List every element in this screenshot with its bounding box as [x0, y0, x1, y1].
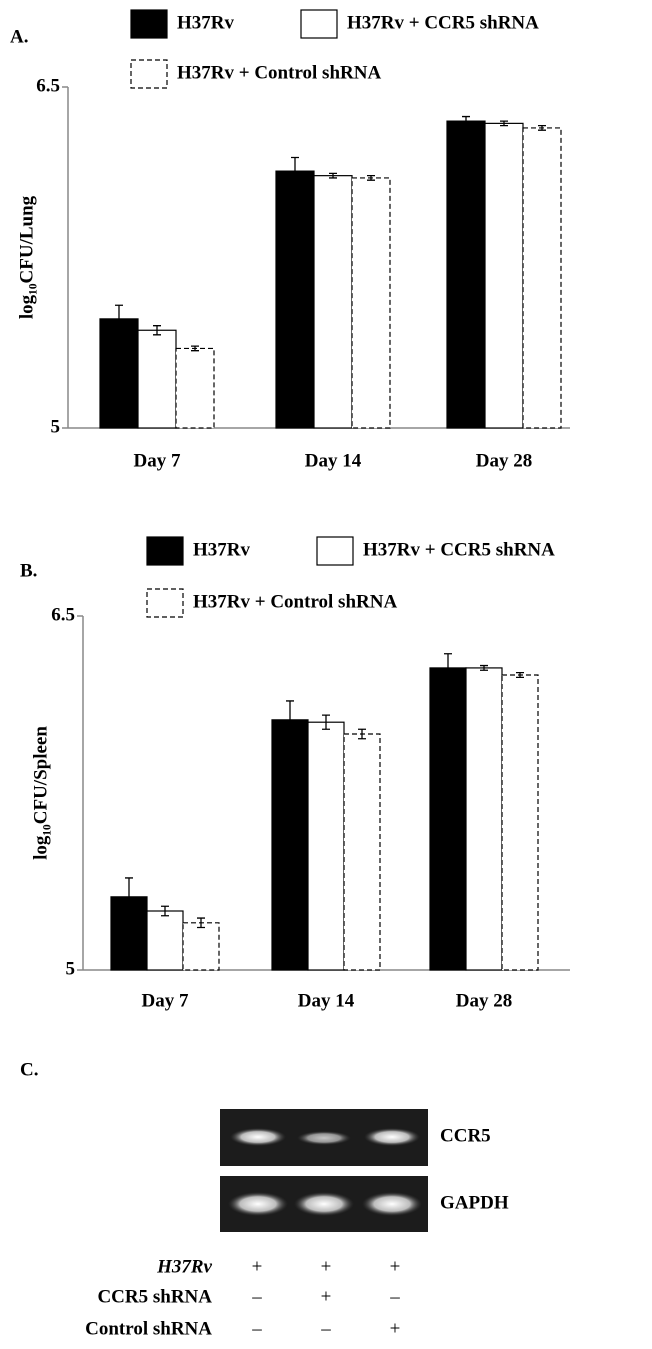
bar	[465, 667, 503, 971]
error-bar	[153, 325, 161, 336]
row-mark: +	[321, 1256, 332, 1277]
error-bar	[500, 120, 508, 127]
gel-band	[364, 1128, 420, 1146]
y-tick-label: 6.5	[51, 604, 75, 625]
row-mark: –	[251, 1318, 262, 1339]
legend-label: H37Rv + CCR5 shRNA	[347, 12, 539, 33]
gel-band	[294, 1192, 354, 1216]
x-tick-label: Day 7	[142, 990, 189, 1011]
error-bar	[291, 156, 299, 186]
y-axis-label: log₁₀CFU/Lung	[16, 195, 37, 319]
bar	[351, 177, 391, 429]
bar	[182, 922, 220, 971]
band-label: CCR5	[440, 1125, 491, 1146]
bar	[99, 318, 139, 429]
legend-swatch	[130, 59, 168, 89]
x-tick-label: Day 7	[134, 450, 181, 471]
gel-band	[230, 1128, 286, 1146]
legend-label: H37Rv	[193, 539, 251, 560]
row-mark: –	[389, 1286, 400, 1307]
legend-swatch	[316, 536, 354, 566]
y-tick-label: 6.5	[36, 75, 60, 96]
y-tick-label: 5	[66, 958, 76, 979]
row-mark: +	[252, 1256, 263, 1277]
row-mark: –	[251, 1286, 262, 1307]
bar	[275, 170, 315, 429]
bar	[307, 721, 345, 971]
error-bar	[358, 728, 366, 740]
legend-swatch	[146, 536, 184, 566]
row-label: H37Rv	[156, 1256, 212, 1277]
x-tick-label: Day 28	[476, 450, 532, 471]
bar	[313, 175, 353, 429]
row-mark: –	[320, 1318, 331, 1339]
band-label: GAPDH	[440, 1192, 509, 1213]
bar	[271, 719, 309, 971]
error-bar	[115, 304, 123, 334]
bar	[429, 667, 467, 971]
row-mark: +	[390, 1318, 401, 1339]
bar	[146, 910, 184, 971]
error-bar	[444, 653, 452, 683]
y-axis-label: log₁₀CFU/Spleen	[30, 726, 51, 860]
x-tick-label: Day 28	[456, 990, 512, 1011]
bar	[137, 329, 177, 429]
row-label: CCR5 shRNA	[97, 1286, 212, 1307]
x-tick-label: Day 14	[305, 450, 362, 471]
error-bar	[367, 175, 375, 181]
gel-band	[297, 1131, 351, 1145]
row-label: Control shRNA	[85, 1318, 212, 1339]
error-bar	[286, 700, 294, 740]
bar	[343, 733, 381, 971]
bar	[501, 674, 539, 971]
error-bar	[516, 671, 524, 679]
bar	[446, 120, 486, 429]
bar	[175, 347, 215, 429]
gel-band	[362, 1192, 422, 1216]
legend-label: H37Rv + Control shRNA	[177, 62, 381, 83]
error-bar	[191, 345, 199, 352]
legend-label: H37Rv + CCR5 shRNA	[363, 539, 555, 560]
error-bar	[462, 115, 470, 127]
error-bar	[322, 714, 330, 730]
panel-label: B.	[20, 560, 37, 581]
error-bar	[125, 877, 133, 917]
error-bar	[480, 664, 488, 671]
bar	[484, 122, 524, 429]
panel-label: C.	[20, 1059, 38, 1080]
legend-swatch	[300, 9, 338, 39]
error-bar	[161, 905, 169, 917]
error-bar	[329, 172, 337, 179]
legend-label: H37Rv + Control shRNA	[193, 591, 397, 612]
legend-label: H37Rv	[177, 12, 235, 33]
panel-label: A.	[10, 26, 28, 47]
legend-swatch	[146, 588, 184, 618]
error-bar	[538, 124, 546, 131]
legend-swatch	[130, 9, 168, 39]
row-mark: +	[390, 1256, 401, 1277]
error-bar	[197, 917, 205, 929]
x-tick-label: Day 14	[298, 990, 355, 1011]
gel-band	[228, 1192, 288, 1216]
y-tick-label: 5	[51, 416, 61, 437]
bar	[522, 127, 562, 429]
row-mark: +	[321, 1286, 332, 1307]
